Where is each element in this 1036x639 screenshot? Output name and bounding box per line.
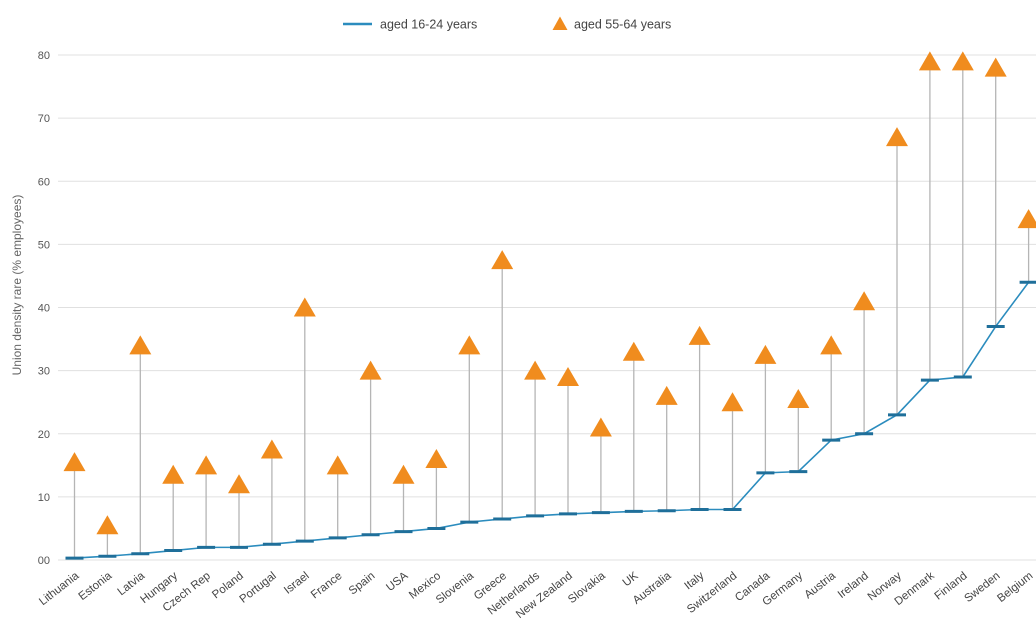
triangle-marker [754, 344, 777, 364]
series-16-24-markers [65, 280, 1036, 560]
triangle-marker [688, 325, 711, 345]
triangle-marker [557, 366, 579, 386]
y-tick-label: 10 [38, 492, 50, 504]
triangle-marker [129, 335, 152, 355]
triangle-marker [293, 297, 316, 317]
x-category-label: USA [384, 570, 410, 594]
y-tick-label: 30 [38, 366, 50, 378]
x-category-label: Belgium [995, 570, 1035, 605]
series-16-24-line [74, 281, 1030, 559]
triangle-marker [491, 250, 514, 270]
legend-triangle-icon [552, 16, 568, 30]
triangle-marker [951, 51, 974, 71]
x-category-label: Spain [347, 570, 378, 598]
triangle-marker [326, 455, 349, 475]
connector-lines [73, 55, 1030, 559]
x-category-label: Portugal [238, 570, 279, 606]
triangle-marker [162, 464, 185, 484]
x-category-label: Lithuania [37, 570, 82, 609]
legend-label-16-24: aged 16-24 years [380, 18, 477, 32]
x-category-label: UK [621, 570, 641, 589]
y-tick-label: 60 [38, 176, 50, 188]
triangle-marker [359, 360, 382, 380]
y-tick-label: 20 [38, 429, 50, 441]
x-category-label: Italy [682, 570, 706, 593]
x-category-label: Austria [802, 570, 838, 602]
legend-label-55-64: aged 55-64 years [574, 18, 671, 32]
grid-lines [58, 54, 1036, 561]
triangle-marker [228, 474, 250, 494]
y-tick-label: 40 [38, 303, 50, 315]
triangle-marker [984, 57, 1007, 77]
triangle-marker [622, 341, 645, 361]
triangle-marker [458, 335, 481, 355]
x-category-label: Estonia [77, 570, 115, 603]
x-category-label: Israel [282, 570, 312, 597]
series-55-64-markers [63, 51, 1036, 535]
triangle-marker [260, 439, 283, 459]
y-axis-ticks: 00 10 20 30 40 50 60 70 80 [38, 50, 50, 567]
y-tick-label: 80 [38, 50, 50, 62]
triangle-marker [886, 127, 908, 147]
y-axis-title: Union density rare (% employees) [10, 195, 24, 376]
y-tick-label: 00 [38, 555, 50, 567]
x-category-label: France [309, 570, 345, 601]
triangle-marker [820, 335, 843, 355]
x-category-label: Australia [631, 570, 674, 607]
triangle-marker [853, 291, 876, 311]
triangle-marker [425, 449, 448, 468]
x-category-label: Slovakia [566, 570, 608, 607]
triangle-marker [589, 417, 612, 437]
legend: aged 16-24 years aged 55-64 years [343, 16, 671, 32]
legend-item-16-24: aged 16-24 years [343, 18, 477, 32]
triangle-marker [1017, 209, 1036, 229]
triangle-marker [918, 51, 941, 71]
triangle-marker [655, 385, 678, 405]
legend-item-55-64: aged 55-64 years [552, 16, 671, 32]
series-line-16-24 [74, 281, 1030, 559]
triangle-marker [787, 389, 810, 409]
triangle-marker [524, 360, 547, 380]
y-tick-label: 70 [38, 113, 50, 125]
triangle-marker [63, 452, 86, 472]
triangle-marker [195, 455, 218, 475]
triangle-marker [721, 392, 744, 412]
x-category-label: Ireland [836, 570, 871, 601]
x-category-label: Sweden [962, 570, 1002, 605]
triangle-marker [392, 464, 415, 484]
y-tick-label: 50 [38, 239, 50, 251]
triangle-marker [96, 515, 119, 535]
x-category-label: Slovenia [434, 570, 477, 607]
